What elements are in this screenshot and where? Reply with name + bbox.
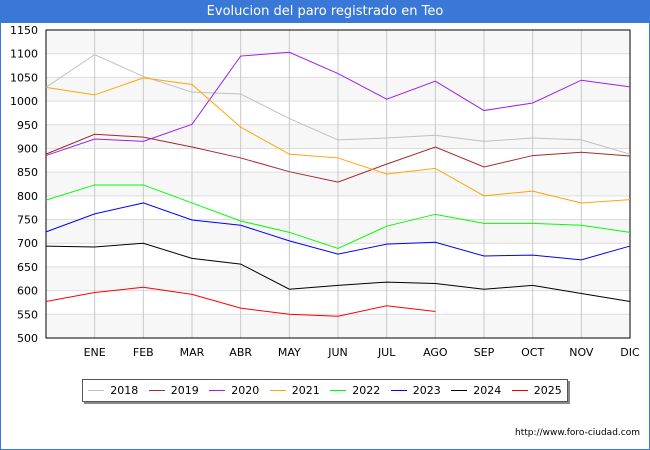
x-tick-label: JUN (327, 346, 348, 359)
legend-label: 2020 (231, 384, 260, 397)
legend-label: 2025 (533, 384, 562, 397)
legend-item-2019: 2019 (148, 384, 199, 397)
y-tick-label: 800 (17, 190, 38, 203)
legend-swatch (390, 390, 407, 391)
y-tick-label: 1000 (10, 95, 38, 108)
legend-swatch (209, 390, 226, 391)
x-tick-label: OCT (521, 346, 544, 359)
y-tick-label: 550 (17, 308, 38, 321)
legend-item-2018: 2018 (88, 384, 138, 397)
legend-item-2023: 2023 (390, 384, 441, 397)
x-tick-label: ENE (84, 346, 106, 359)
x-tick-label: NOV (569, 346, 594, 359)
legend-swatch (511, 390, 528, 391)
y-tick-label: 1100 (10, 48, 38, 61)
plot-border (45, 29, 631, 339)
y-tick-label: 650 (17, 261, 38, 274)
y-tick-label: 900 (17, 142, 38, 155)
x-tick-label: ABR (229, 346, 252, 359)
legend-label: 2024 (473, 384, 502, 397)
legend-swatch (269, 390, 286, 391)
legend-label: 2018 (110, 384, 139, 397)
x-tick-label: AGO (423, 346, 448, 359)
legend-label: 2019 (170, 384, 199, 397)
legend-item-2024: 2024 (451, 384, 501, 397)
legend-label: 2023 (412, 384, 441, 397)
y-tick-label: 750 (17, 214, 38, 227)
x-tick-label: SEP (474, 346, 495, 359)
y-tick-label: 1150 (10, 24, 38, 37)
legend-item-2020: 2020 (209, 384, 259, 397)
x-tick-label: MAR (180, 346, 205, 359)
chart-legend: 2018 2019 2020 2021 2022 2023 2024 2025 (82, 379, 568, 402)
y-tick-label: 950 (17, 119, 38, 132)
legend-item-2025: 2025 (511, 384, 562, 397)
legend-swatch (88, 390, 105, 391)
y-tick-label: 1050 (10, 71, 38, 84)
x-tick-label: FEB (133, 346, 154, 359)
legend-swatch (330, 390, 347, 391)
x-tick-label: DIC (620, 346, 640, 359)
legend-swatch (451, 390, 468, 391)
y-tick-label: 850 (17, 166, 38, 179)
legend-label: 2021 (291, 384, 320, 397)
chart-title: Evolucion del paro registrado en Teo (0, 0, 650, 23)
legend-item-2022: 2022 (330, 384, 380, 397)
y-tick-label: 500 (17, 332, 38, 345)
legend-label: 2022 (352, 384, 381, 397)
legend-item-2021: 2021 (269, 384, 320, 397)
y-tick-label: 700 (17, 237, 38, 250)
x-tick-label: MAY (278, 346, 301, 359)
legend-swatch (148, 390, 165, 391)
source-url: http://www.foro-ciudad.com (515, 428, 640, 438)
y-tick-label: 600 (17, 285, 38, 298)
x-tick-label: JUL (377, 346, 396, 359)
